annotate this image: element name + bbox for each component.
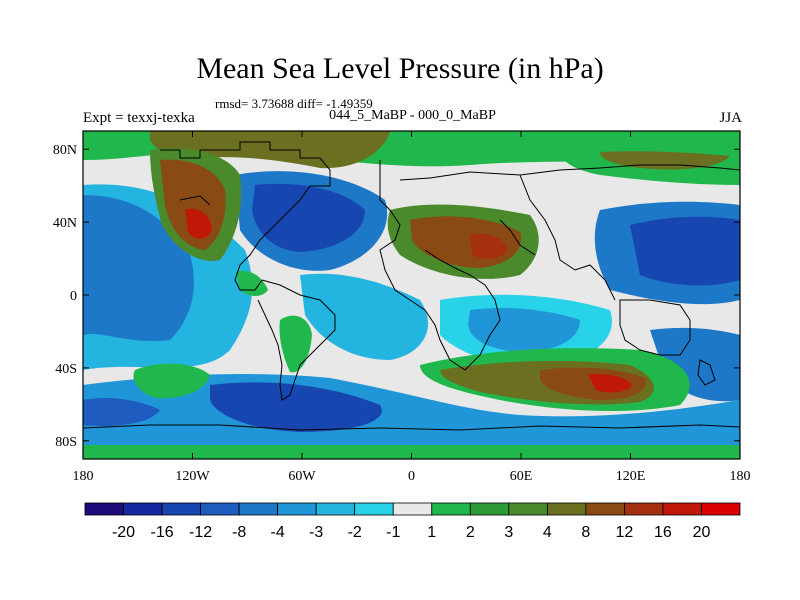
colorbar-label: -3: [309, 524, 323, 541]
south-indian-max: [588, 374, 632, 393]
colorbar-swatch: [392, 502, 433, 516]
tropical-atlantic-negative: [300, 273, 429, 360]
colorbar-label: -8: [232, 524, 246, 541]
colorbar-label: -16: [150, 524, 173, 541]
colorbar-swatch: [431, 502, 471, 516]
colorbar-label: 12: [616, 524, 634, 541]
colorbar-label: 4: [543, 524, 552, 541]
lon-tick-label: 180: [730, 469, 751, 484]
lon-tick-label: 120E: [616, 469, 646, 484]
period-label: 044_5_MaBP - 000_0_MaBP: [329, 108, 496, 123]
colorbar-swatch: [238, 502, 279, 516]
lat-tick-label: 80N: [53, 143, 77, 158]
indian-ocean-core: [468, 308, 580, 352]
colorbar-label: 20: [693, 524, 711, 541]
stats-line: rmsd= 3.73688 diff= -1.49359: [215, 96, 373, 111]
colorbar-swatch: [123, 502, 163, 516]
south-pacific-positive: [133, 363, 210, 399]
colorbar-label: -4: [271, 524, 285, 541]
colorbar-label: 2: [466, 524, 475, 541]
colorbar-swatch: [546, 502, 587, 516]
lat-tick-label: 40N: [53, 216, 77, 231]
north-pacific-core: [600, 151, 730, 170]
lat-tick-label: 0: [70, 289, 77, 304]
colorbar-swatch: [508, 502, 548, 516]
colorbar-swatch: [161, 502, 201, 516]
colorbar-swatch: [624, 502, 664, 516]
colorbar-label: 8: [581, 524, 590, 541]
colorbar-label: 16: [654, 524, 672, 541]
eastern-pacific-core: [630, 216, 740, 286]
north-atlantic-core: [252, 183, 365, 252]
coastlines: [83, 141, 740, 431]
lon-tick-label: 60E: [510, 469, 533, 484]
colorbar: -20 -16 -12 -8 -4 -3 -2 -1 1 2 3 4 8 12 16 20: [84, 502, 741, 541]
colorbar-swatch: [354, 502, 394, 516]
lon-tick-label: 120W: [175, 469, 210, 484]
southern-ocean-core: [210, 382, 382, 432]
colorbar-swatch: [701, 502, 741, 516]
colorbar-label: -1: [386, 524, 400, 541]
antarctic-positive: [83, 445, 740, 459]
lon-tick-label: 0: [408, 469, 415, 484]
colorbar-label: -2: [348, 524, 362, 541]
colorbar-swatch: [662, 502, 702, 516]
colorbar-label: 3: [504, 524, 513, 541]
eurasia-max: [470, 233, 508, 260]
pressure-field: [83, 131, 740, 459]
colorbar-swatch: [84, 502, 124, 516]
colorbar-swatch: [315, 502, 356, 516]
north-america-max: [185, 208, 212, 239]
colorbar-label: -12: [189, 524, 212, 541]
lat-tick-label: 40S: [55, 362, 77, 377]
colorbar-label: -20: [112, 524, 135, 541]
plot-title: Mean Sea Level Pressure (in hPa): [196, 52, 604, 85]
colorbar-label: 1: [427, 524, 436, 541]
latitude-axis: 80N 40N 0 40S 80S: [53, 143, 740, 450]
season-label: JJA: [719, 110, 742, 126]
colorbar-swatch: [200, 502, 240, 516]
southern-ocean-core-2: [83, 398, 160, 427]
colorbar-swatch: [469, 502, 510, 516]
colorbar-swatch: [277, 502, 317, 516]
lat-tick-label: 80S: [55, 435, 77, 450]
lon-tick-label: 60W: [288, 469, 316, 484]
lon-tick-label: 180: [73, 469, 94, 484]
south-america-positive: [279, 315, 312, 373]
experiment-label: Expt = texxj-texka: [83, 110, 195, 126]
colorbar-swatch: [585, 502, 625, 516]
longitude-axis: 180 120W 60W 0 60E 120E 180: [73, 131, 751, 484]
